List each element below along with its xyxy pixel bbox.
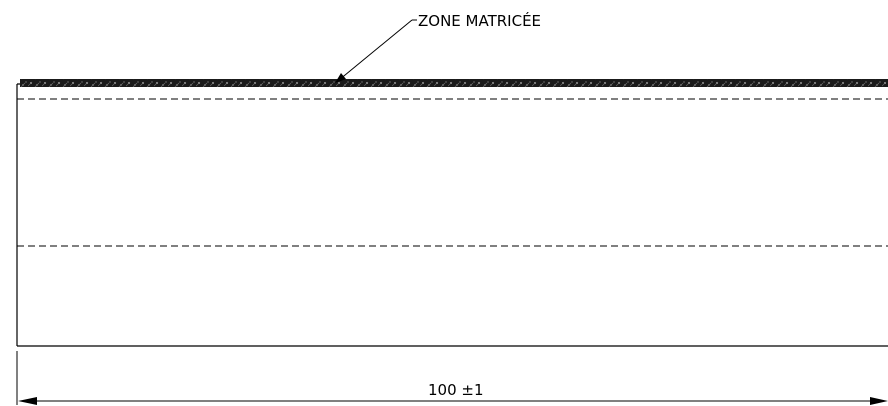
dimension-arrow-left xyxy=(18,397,37,405)
knurled-zone xyxy=(20,79,888,87)
callout-arrowhead xyxy=(335,73,346,83)
dimension-label: 100 ±1 xyxy=(428,381,484,399)
callout-leader-line xyxy=(338,19,413,81)
callout-label: ZONE MATRICÉE xyxy=(418,11,541,30)
dimension-arrow-right xyxy=(870,397,888,405)
